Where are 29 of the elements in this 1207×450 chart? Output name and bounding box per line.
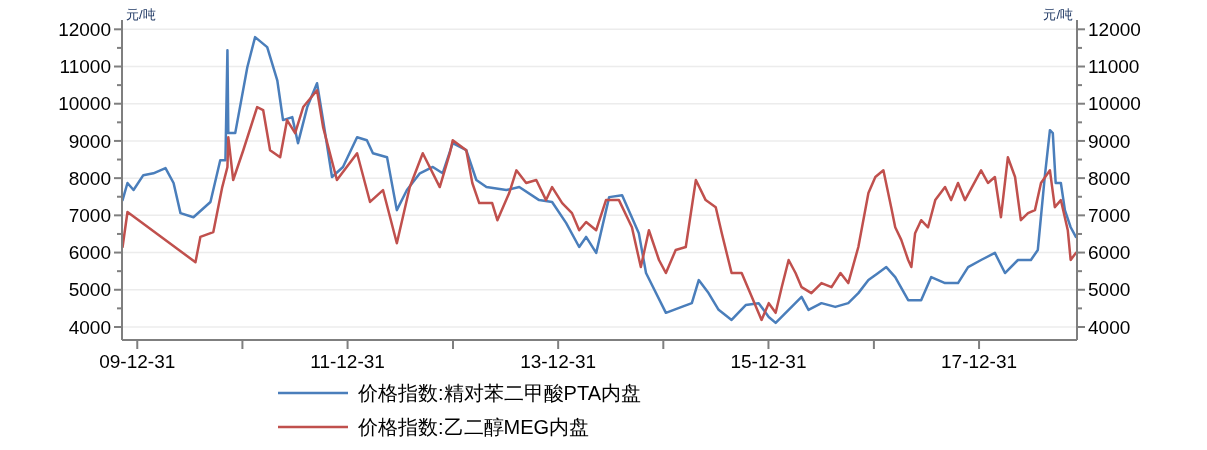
line-series: [121, 89, 1078, 322]
y-tick-label: 4000: [68, 316, 111, 338]
y-tick-label: 12000: [58, 18, 111, 40]
y2-tick-label: 6000: [1088, 242, 1131, 264]
y2-tick-label: 10000: [1088, 93, 1141, 115]
y-tick-label: 9000: [68, 130, 111, 152]
y2-tick-label: 12000: [1088, 18, 1141, 40]
x-tick-label: 09-12-31: [99, 351, 176, 372]
legend-label: 价格指数:精对苯二甲酸PTA内盘: [357, 382, 641, 404]
y2-tick-label: 5000: [1088, 279, 1131, 301]
line-series: [121, 35, 1078, 325]
y-tick-label: 8000: [68, 167, 111, 189]
x-tick-label: 13-12-31: [520, 351, 597, 372]
y-tick-label: 7000: [68, 205, 111, 226]
y-tick-label: 5000: [68, 279, 111, 301]
y2-tick-label: 9000: [1088, 130, 1131, 152]
y-tick-label: 11000: [59, 56, 111, 78]
y2-tick-label: 4000: [1088, 316, 1131, 338]
y-tick-label: 10000: [58, 93, 111, 115]
y-tick-label: 6000: [68, 242, 111, 264]
y-axis-title: 元/吨: [126, 7, 156, 22]
x-tick-label: 11-12-31: [310, 351, 385, 372]
y2-tick-label: 11000: [1088, 56, 1140, 78]
y2-tick-label: 7000: [1088, 205, 1131, 226]
x-tick-label: 15-12-31: [730, 351, 807, 372]
y2-axis-title: 元/吨: [1043, 7, 1073, 22]
legend-label: 价格指数:乙二醇MEG内盘: [357, 416, 590, 438]
y2-tick-label: 8000: [1088, 167, 1131, 189]
x-tick-label: 17-12-31: [941, 351, 1018, 372]
